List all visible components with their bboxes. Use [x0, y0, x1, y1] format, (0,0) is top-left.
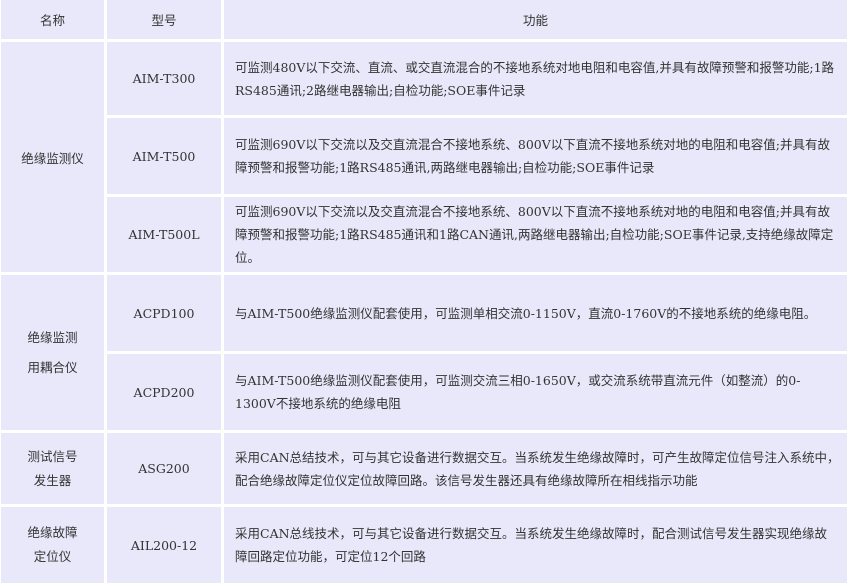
group-name: 绝缘监测用耦合仪: [1, 275, 104, 430]
header-name: 名称: [1, 0, 104, 39]
function-cell: 可监测690V以下交流以及交直流混合不接地系统、800V以下直流不接地系统对地的…: [224, 197, 847, 272]
model-cell: ASG200: [107, 433, 221, 504]
header-row: 名称 型号 功能: [1, 0, 847, 39]
group-name: 测试信号发生器: [1, 433, 104, 504]
group-name: 绝缘监测仪: [1, 42, 104, 272]
table-row: AIM-T500 可监测690V以下交流以及交直流混合不接地系统、800V以下直…: [1, 118, 847, 194]
model-cell: AIM-T500L: [107, 197, 221, 272]
function-cell: 采用CAN总线技术，可与其它设备进行数据交互。当系统发生绝缘故障时，配合测试信号…: [224, 507, 847, 583]
function-cell: 可监测480V以下交流、直流、或交直流混合的不接地系统对地电阻和电容值,并具有故…: [224, 42, 847, 115]
function-cell: 采用CAN总结技术，可与其它设备进行数据交互。当系统发生绝缘故障时，可产生故障定…: [224, 433, 847, 504]
function-cell: 可监测690V以下交流以及交直流混合不接地系统、800V以下直流不接地系统对地的…: [224, 118, 847, 194]
model-cell: AIM-T300: [107, 42, 221, 115]
table-row: AIM-T500L 可监测690V以下交流以及交直流混合不接地系统、800V以下…: [1, 197, 847, 272]
model-cell: ACPD100: [107, 275, 221, 351]
function-cell: 与AIM-T500绝缘监测仪配套使用，可监测单相交流0-1150V，直流0-17…: [224, 275, 847, 351]
model-cell: ACPD200: [107, 354, 221, 430]
table-row: ACPD200 与AIM-T500绝缘监测仪配套使用，可监测交流三相0-1650…: [1, 354, 847, 430]
model-cell: AIL200-12: [107, 507, 221, 583]
header-function: 功能: [224, 0, 847, 39]
group-name: 绝缘故障定位仪: [1, 507, 104, 583]
model-cell: AIM-T500: [107, 118, 221, 194]
table-row: 绝缘故障定位仪 AIL200-12 采用CAN总线技术，可与其它设备进行数据交互…: [1, 507, 847, 583]
header-model: 型号: [107, 0, 221, 39]
table-row: 绝缘监测用耦合仪 ACPD100 与AIM-T500绝缘监测仪配套使用，可监测单…: [1, 275, 847, 430]
function-cell: 与AIM-T500绝缘监测仪配套使用，可监测交流三相0-1650V，或交流系统带…: [224, 354, 847, 430]
table-row: 绝缘监测仪 AIM-T300 可监测480V以下交流、直流、或交直流混合的不接地…: [1, 42, 847, 272]
table-row: 测试信号发生器 ASG200 采用CAN总结技术，可与其它设备进行数据交互。当系…: [1, 433, 847, 504]
